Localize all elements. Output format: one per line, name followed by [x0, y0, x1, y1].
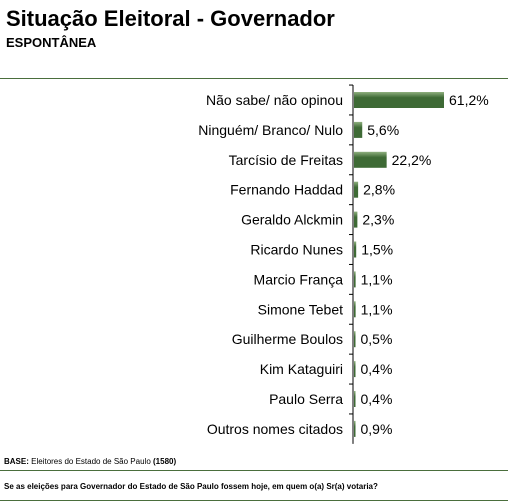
base-count: (1580) — [153, 457, 177, 466]
bar — [354, 301, 356, 318]
category-label: Ricardo Nunes — [250, 242, 343, 258]
bar-chart: Não sabe/ não opinou 61,2% Ninguém/ Branco… — [198, 84, 489, 444]
chart-subtitle: ESPONTÂNEA — [6, 35, 97, 50]
bar — [354, 391, 356, 407]
category-label: Outros nomes citados — [207, 421, 343, 437]
bar — [354, 121, 363, 138]
value-label: 22,2% — [392, 152, 432, 168]
bar — [354, 211, 358, 228]
base-text: Eleitores do Estado de São Paulo — [31, 457, 151, 466]
bar — [354, 181, 359, 198]
bar — [354, 420, 356, 437]
bar — [354, 92, 444, 108]
base-note: BASE: Eleitores do Estado de São Paulo (… — [4, 457, 176, 466]
base-label: BASE: — [4, 457, 29, 466]
chart-title: Situação Eleitoral - Governador — [6, 6, 335, 31]
category-label: Ninguém/ Branco/ Nulo — [198, 122, 343, 138]
category-label: Geraldo Alckmin — [241, 212, 343, 228]
value-label: 1,5% — [361, 242, 393, 258]
category-label: Paulo Serra — [269, 391, 343, 407]
category-label: Simone Tebet — [258, 301, 343, 317]
value-label: 0,4% — [361, 361, 393, 377]
value-label: 61,2% — [449, 92, 489, 108]
value-label: 0,5% — [361, 331, 393, 347]
bar — [354, 361, 356, 378]
category-label: Tarcísio de Freitas — [229, 152, 343, 168]
value-label: 5,6% — [367, 122, 399, 138]
header-divider — [0, 78, 508, 79]
category-label: Kim Kataguiri — [260, 361, 343, 377]
footer-divider — [0, 470, 508, 471]
bar — [354, 241, 357, 258]
bar — [354, 271, 356, 288]
value-label: 2,8% — [363, 182, 395, 198]
value-label: 1,1% — [361, 271, 393, 287]
value-label: 0,4% — [361, 391, 393, 407]
category-label: Fernando Haddad — [230, 182, 343, 198]
value-label: 1,1% — [361, 301, 393, 317]
value-label: 2,3% — [362, 212, 394, 228]
bar — [354, 151, 387, 168]
bar — [354, 331, 356, 348]
bottom-divider — [0, 500, 508, 501]
survey-question: Se as eleições para Governador do Estado… — [4, 482, 378, 491]
category-label: Guilherme Boulos — [232, 331, 343, 347]
category-label: Marcio França — [254, 271, 344, 287]
value-label: 0,9% — [361, 421, 393, 437]
category-label: Não sabe/ não opinou — [206, 92, 343, 108]
